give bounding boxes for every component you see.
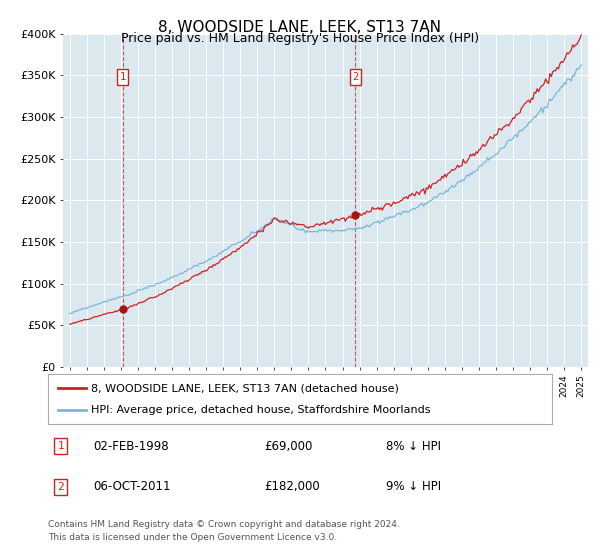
Text: £182,000: £182,000 [265,480,320,493]
Text: Contains HM Land Registry data © Crown copyright and database right 2024.: Contains HM Land Registry data © Crown c… [48,520,400,529]
Text: This data is licensed under the Open Government Licence v3.0.: This data is licensed under the Open Gov… [48,533,337,542]
Text: 02-FEB-1998: 02-FEB-1998 [94,440,169,453]
Text: 2: 2 [57,482,64,492]
Text: £69,000: £69,000 [265,440,313,453]
Text: Price paid vs. HM Land Registry's House Price Index (HPI): Price paid vs. HM Land Registry's House … [121,32,479,45]
Text: 8% ↓ HPI: 8% ↓ HPI [386,440,440,453]
Text: 9% ↓ HPI: 9% ↓ HPI [386,480,441,493]
Text: HPI: Average price, detached house, Staffordshire Moorlands: HPI: Average price, detached house, Staf… [91,405,430,416]
Text: 06-OCT-2011: 06-OCT-2011 [94,480,171,493]
Text: 2: 2 [352,72,358,82]
Text: 1: 1 [57,441,64,451]
Text: 8, WOODSIDE LANE, LEEK, ST13 7AN: 8, WOODSIDE LANE, LEEK, ST13 7AN [158,20,442,35]
Text: 1: 1 [119,72,126,82]
Text: 8, WOODSIDE LANE, LEEK, ST13 7AN (detached house): 8, WOODSIDE LANE, LEEK, ST13 7AN (detach… [91,383,399,393]
